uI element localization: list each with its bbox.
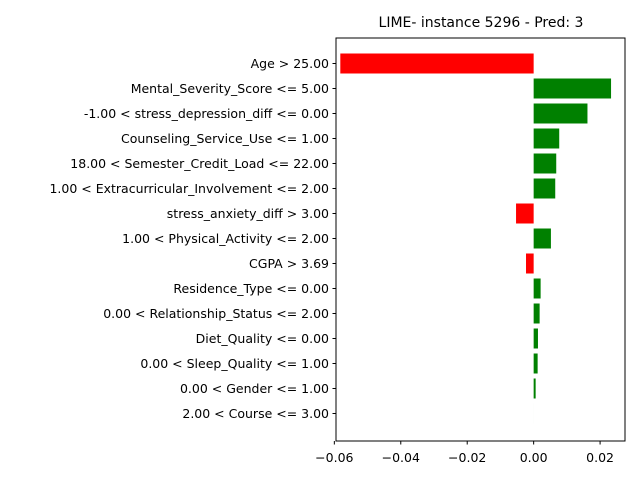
x-tick-label-3: 0.00 xyxy=(520,450,548,465)
y-tick-label-8: CGPA > 3.69 xyxy=(249,256,329,271)
bar-6 xyxy=(516,203,534,224)
y-tick-label-3: Counseling_Service_Use <= 1.00 xyxy=(121,131,329,146)
bar-5 xyxy=(533,178,556,199)
bar-3 xyxy=(533,128,560,149)
bar-0 xyxy=(340,53,534,74)
y-tick-label-5: 1.00 < Extracurricular_Involvement <= 2.… xyxy=(49,181,329,196)
bar-11 xyxy=(533,328,538,349)
chart-title: LIME- instance 5296 - Pred: 3 xyxy=(379,15,584,31)
x-tick-label-2: −0.02 xyxy=(448,450,486,465)
bar-8 xyxy=(526,253,534,274)
y-tick-label-7: 1.00 < Physical_Activity <= 2.00 xyxy=(122,231,329,246)
y-tick-label-9: Residence_Type <= 0.00 xyxy=(173,281,329,296)
bar-13 xyxy=(533,378,536,399)
bar-12 xyxy=(533,353,538,374)
x-ticks: −0.06 −0.04 −0.02 0.00 0.02 xyxy=(315,441,614,465)
y-tick-label-11: Diet_Quality <= 0.00 xyxy=(196,331,329,346)
bar-7 xyxy=(533,228,551,249)
y-tick-label-13: 0.00 < Gender <= 1.00 xyxy=(180,381,329,396)
y-tick-label-1: Mental_Severity_Score <= 5.00 xyxy=(131,81,329,96)
y-tick-labels: Age > 25.00 Mental_Severity_Score <= 5.00… xyxy=(49,56,336,421)
x-tick-label-0: −0.06 xyxy=(315,450,353,465)
y-tick-label-4: 18.00 < Semester_Credit_Load <= 22.00 xyxy=(70,156,329,171)
y-tick-label-6: stress_anxiety_diff > 3.00 xyxy=(167,206,329,221)
bar-2 xyxy=(533,103,588,124)
bar-4 xyxy=(533,153,557,174)
y-tick-label-14: 2.00 < Course <= 3.00 xyxy=(182,406,329,421)
plot-frame xyxy=(335,37,626,442)
y-tick-label-12: 0.00 < Sleep_Quality <= 1.00 xyxy=(140,356,329,371)
bar-1 xyxy=(533,78,612,99)
y-tick-label-10: 0.00 < Relationship_Status <= 2.00 xyxy=(103,306,329,321)
y-tick-label-0: Age > 25.00 xyxy=(251,56,329,71)
bar-10 xyxy=(533,303,540,324)
y-tick-label-2: -1.00 < stress_depression_diff <= 0.00 xyxy=(84,106,329,121)
x-tick-label-1: −0.04 xyxy=(382,450,420,465)
bar-group xyxy=(340,53,612,424)
x-tick-label-4: 0.02 xyxy=(586,450,614,465)
bar-9 xyxy=(533,278,541,299)
